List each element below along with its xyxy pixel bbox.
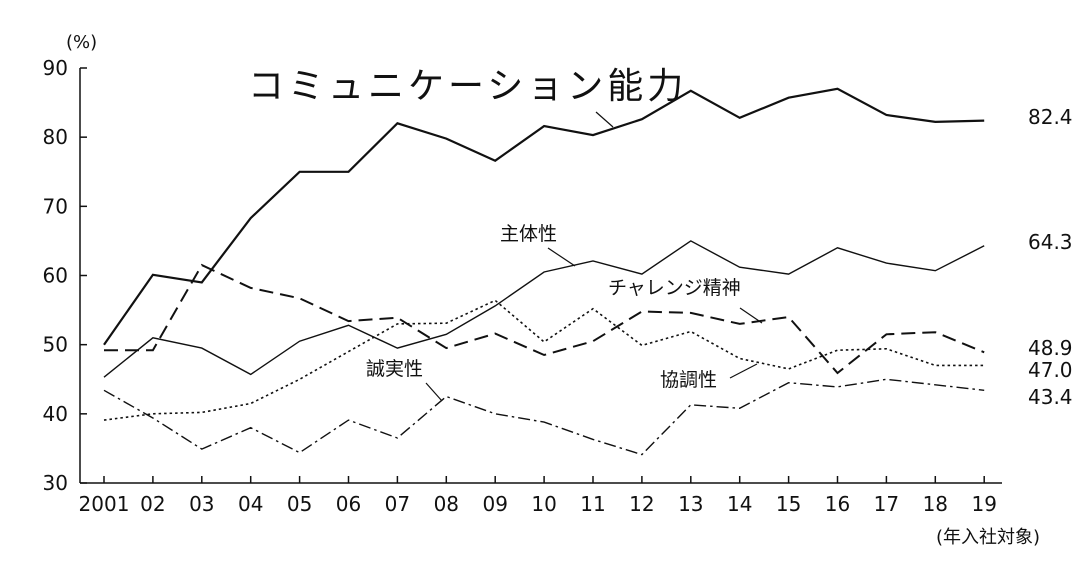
x-tick-label: 2001 <box>79 492 130 516</box>
x-tick-label: 10 <box>531 492 556 516</box>
series-label-leader <box>729 363 758 379</box>
y-tick-label: 60 <box>43 264 68 288</box>
end-value-label: 47.0 <box>1028 358 1073 382</box>
series-label-leader <box>739 307 763 324</box>
x-tick-label: 17 <box>874 492 899 516</box>
y-tick-label: 50 <box>43 333 68 357</box>
x-tick-label: 18 <box>923 492 948 516</box>
x-tick-label: 02 <box>140 492 165 516</box>
x-tick-label: 12 <box>629 492 654 516</box>
series-name-label: 協調性 <box>660 369 717 391</box>
series-label-leader <box>547 247 576 267</box>
series-name-label: 誠実性 <box>366 358 423 380</box>
x-tick-label: 13 <box>678 492 703 516</box>
end-value-label: 43.4 <box>1028 385 1073 409</box>
series-line-2 <box>104 263 985 375</box>
series-line-0 <box>103 87 985 346</box>
y-tick-label: 80 <box>43 125 68 149</box>
series-line-4 <box>103 378 985 456</box>
y-tick-label: 40 <box>43 402 68 426</box>
y-axis-unit: (%) <box>66 32 97 53</box>
series-label-leader <box>425 382 443 402</box>
series-name-label: コミュニケーション能力 <box>248 66 687 107</box>
x-axis-label: (年入社対象) <box>936 527 1040 548</box>
x-tick-label: 08 <box>434 492 459 516</box>
series-label-leader <box>595 111 614 128</box>
x-tick-label: 03 <box>189 492 214 516</box>
x-tick-label: 16 <box>825 492 850 516</box>
x-tick-label: 14 <box>727 492 752 516</box>
x-tick-label: 04 <box>238 492 263 516</box>
x-tick-label: 19 <box>971 492 996 516</box>
series-lines <box>103 87 985 456</box>
y-tick-label: 30 <box>43 471 68 495</box>
series-labels: 82.4 64.3 48.947.0 43.4 コミュニケーション能力主体性チャレンジ精… <box>248 66 1073 409</box>
x-tick-label: 05 <box>287 492 312 516</box>
end-value-label: 48.9 <box>1028 336 1073 360</box>
y-tick-label: 90 <box>43 56 68 80</box>
series-line-1 <box>103 240 985 378</box>
y-tick-label: 70 <box>43 194 68 218</box>
axes: 30 40 50 60 70 80 90 (%) 2001 02 03 04 05 06 07 08 09 10 1… <box>43 32 1040 548</box>
series-name-label: チャレンジ精神 <box>608 277 741 299</box>
end-value-label: 82.4 <box>1028 105 1073 129</box>
series-name-label: 主体性 <box>500 223 557 245</box>
x-tick-label: 07 <box>385 492 410 516</box>
x-tick-label: 11 <box>580 492 605 516</box>
x-tick-label: 09 <box>482 492 507 516</box>
x-tick-label: 15 <box>776 492 801 516</box>
x-tick-label: 06 <box>336 492 361 516</box>
end-value-label: 64.3 <box>1028 230 1073 254</box>
